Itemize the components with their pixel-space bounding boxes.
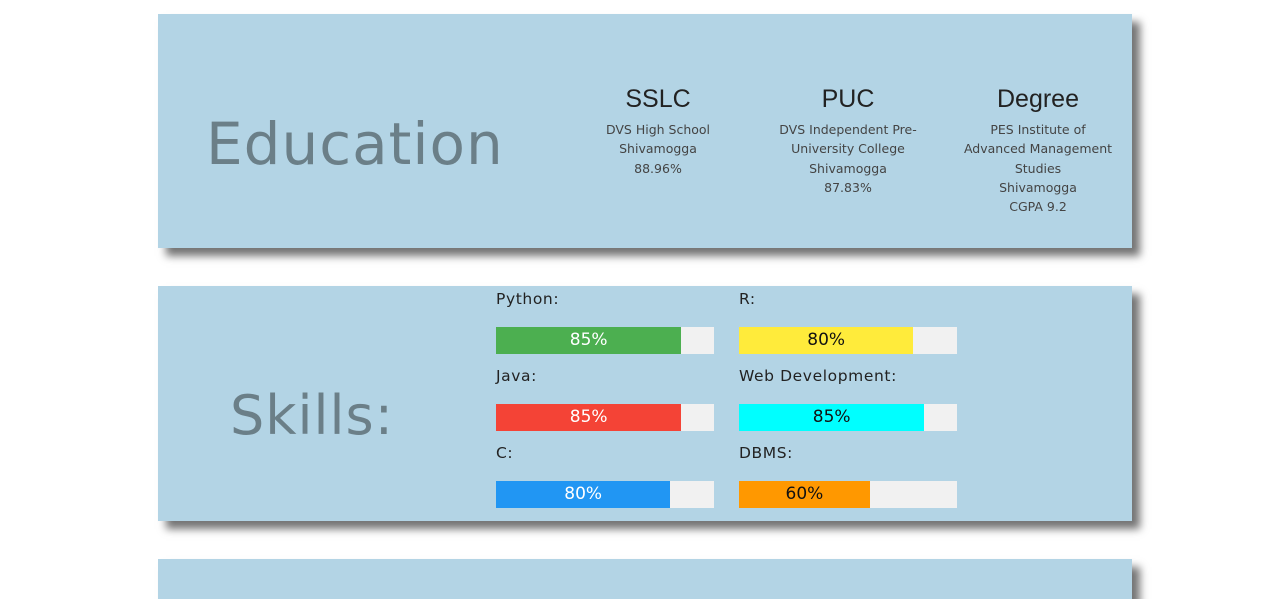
skill-bar-fill: 85% [739,404,925,431]
skill-python: Python: 85% [496,289,714,354]
education-section: Education SSLC DVS High School Shivamogg… [158,14,1132,248]
skill-c: C: 80% [496,443,714,508]
skill-bar-track: 80% [739,327,957,354]
education-score: CGPA 9.2 [1009,199,1067,215]
education-heading: Education [206,110,504,178]
next-section-card [158,559,1132,599]
education-detail: Studies [1014,160,1062,176]
education-score: 88.96% [634,160,682,176]
skills-section: Skills: Python: 85% R: 80% Java: 85% Web… [158,286,1132,521]
skill-label: Python: [496,290,560,308]
skill-web-development: Web Development: 85% [739,366,957,431]
skill-dbms: DBMS: 60% [739,443,957,508]
skill-bar-track: 85% [496,404,714,431]
skill-bar-track: 85% [496,327,714,354]
skill-label: R: [739,290,756,308]
skill-bar-track: 60% [739,481,957,508]
education-detail: Advanced Management [963,141,1113,157]
education-detail: PES Institute of [990,122,1086,137]
skill-bar-fill: 60% [739,481,870,508]
skill-bar-fill: 80% [496,481,671,508]
education-detail: DVS High School [605,122,711,137]
education-detail: Shivamogga [619,141,697,157]
skill-java: Java: 85% [496,366,714,431]
education-detail: Shivamogga [809,160,887,176]
skills-heading: Skills: [230,384,394,447]
education-detail: DVS Independent Pre- [779,122,917,137]
skill-label: Web Development: [739,367,897,385]
education-title: SSLC [625,85,691,113]
skill-bar-track: 85% [739,404,957,431]
skill-label: DBMS: [739,444,794,462]
education-title: PUC [821,85,875,113]
skill-bar-fill: 85% [496,404,682,431]
skill-label: C: [496,444,514,462]
skill-bar-fill: 80% [739,327,914,354]
education-column-sslc: SSLC DVS High School Shivamogga 88.96% [588,84,728,178]
education-title: Degree [997,85,1079,113]
skill-bar-track: 80% [496,481,714,508]
skill-label: Java: [496,367,537,385]
education-detail: Shivamogga [999,179,1077,195]
education-detail: University College [791,141,905,157]
skill-bar-fill: 85% [496,327,682,354]
education-column-puc: PUC DVS Independent Pre- University Coll… [763,84,933,197]
education-score: 87.83% [824,179,872,195]
education-column-degree: Degree PES Institute of Advanced Managem… [953,84,1123,216]
skill-r: R: 80% [739,289,957,354]
